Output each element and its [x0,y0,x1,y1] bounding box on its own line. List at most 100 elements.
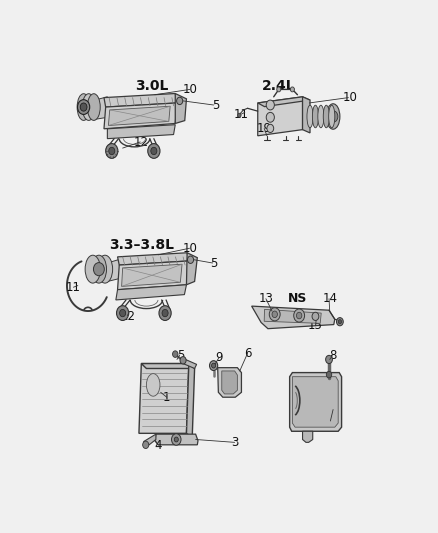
Polygon shape [117,253,189,265]
Ellipse shape [87,94,100,120]
Text: 3: 3 [231,436,238,449]
Circle shape [338,320,342,324]
Polygon shape [141,364,194,368]
Polygon shape [139,364,189,433]
Ellipse shape [91,255,106,283]
Polygon shape [144,434,156,445]
Polygon shape [122,264,182,286]
Ellipse shape [77,94,90,120]
Text: 12: 12 [120,310,135,323]
Polygon shape [108,106,170,126]
Text: 14: 14 [322,292,337,305]
Text: NS: NS [288,292,307,305]
Circle shape [266,112,274,122]
Circle shape [277,87,281,92]
Polygon shape [251,306,335,329]
Text: 3.0L: 3.0L [135,79,168,93]
Text: 8: 8 [329,349,337,362]
Text: 1: 1 [163,391,170,403]
Circle shape [78,100,90,115]
Ellipse shape [97,255,113,283]
Text: 9: 9 [215,351,223,364]
Circle shape [238,113,241,117]
Polygon shape [116,285,187,300]
Text: 10: 10 [343,91,357,104]
Circle shape [177,97,183,104]
Text: 5: 5 [177,349,184,362]
Circle shape [162,309,168,317]
Circle shape [93,263,104,276]
Polygon shape [107,259,121,281]
Polygon shape [290,373,342,431]
Polygon shape [183,359,197,368]
Text: 11: 11 [66,281,81,294]
Polygon shape [218,368,241,397]
Text: 15: 15 [308,319,323,332]
Polygon shape [258,97,310,107]
Circle shape [269,308,280,321]
Circle shape [151,147,157,155]
Text: 6: 6 [244,347,252,360]
Ellipse shape [307,105,313,128]
Text: 5: 5 [212,99,220,111]
Text: 7: 7 [329,403,337,416]
Ellipse shape [323,105,329,128]
Polygon shape [187,364,194,438]
Circle shape [109,147,115,155]
Circle shape [180,357,186,364]
Circle shape [336,318,343,326]
Circle shape [187,256,194,263]
Circle shape [290,87,294,92]
Text: 10: 10 [183,83,198,96]
Circle shape [173,351,178,358]
Circle shape [159,306,171,320]
Ellipse shape [318,105,324,128]
Text: 19: 19 [257,122,272,135]
Circle shape [272,311,277,318]
Polygon shape [303,97,310,133]
Polygon shape [303,431,313,442]
Ellipse shape [312,105,318,128]
Circle shape [266,100,274,110]
Polygon shape [222,371,237,394]
Polygon shape [104,93,177,107]
Circle shape [174,437,178,442]
Ellipse shape [146,374,160,396]
Polygon shape [117,261,189,290]
Text: 2.4L: 2.4L [262,79,296,93]
Text: 10: 10 [183,242,198,255]
Polygon shape [95,97,107,119]
Polygon shape [293,377,338,427]
Polygon shape [155,434,198,445]
Polygon shape [187,253,197,285]
Circle shape [297,312,302,319]
Circle shape [143,441,149,448]
Polygon shape [175,93,187,124]
Circle shape [209,361,218,370]
Circle shape [172,434,181,445]
Circle shape [294,309,304,322]
Text: 12: 12 [134,136,149,149]
Ellipse shape [85,255,100,283]
Text: 4: 4 [155,439,162,452]
Text: 11: 11 [234,108,249,120]
Circle shape [267,124,274,133]
Ellipse shape [326,104,340,129]
Polygon shape [264,309,321,324]
Circle shape [328,111,338,122]
Polygon shape [104,103,177,129]
Polygon shape [258,97,303,136]
Circle shape [148,143,160,158]
Circle shape [80,103,87,111]
Ellipse shape [82,94,95,120]
Circle shape [312,312,319,320]
Circle shape [106,143,118,158]
Text: 5: 5 [211,256,218,270]
Circle shape [117,306,129,320]
Circle shape [325,356,332,364]
Text: 3.3–3.8L: 3.3–3.8L [109,238,174,252]
Circle shape [326,372,332,378]
Text: 13: 13 [258,292,273,305]
Circle shape [120,309,126,317]
Polygon shape [107,125,175,139]
